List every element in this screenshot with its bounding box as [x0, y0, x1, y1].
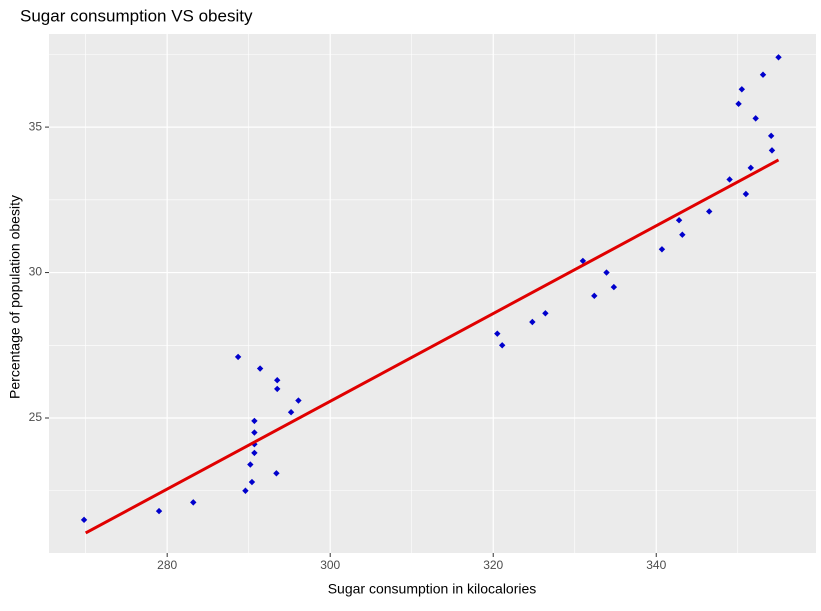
point: [251, 429, 258, 436]
point: [498, 342, 506, 349]
x-axis-label: Sugar consumption in kilocalories: [328, 581, 537, 597]
point: [274, 385, 281, 393]
point: [767, 132, 775, 140]
point: [295, 397, 302, 404]
point: [752, 115, 759, 122]
point: [603, 269, 610, 276]
y-tick-label: 30: [29, 265, 43, 279]
point: [251, 449, 258, 457]
point: [742, 190, 750, 198]
point: [248, 478, 256, 486]
point: [706, 208, 713, 215]
point: [80, 516, 88, 524]
point: [679, 231, 686, 238]
point: [234, 353, 242, 361]
point: [256, 365, 264, 372]
point: [738, 86, 746, 93]
point: [579, 257, 587, 265]
point: [726, 176, 733, 183]
point: [494, 330, 501, 337]
point: [768, 147, 776, 154]
point: [155, 507, 163, 515]
point: [273, 470, 280, 477]
panel: [49, 34, 816, 553]
point: [287, 408, 295, 416]
point: [542, 310, 549, 317]
x-tick-label: 280: [157, 558, 177, 572]
y-tick-label: 25: [29, 410, 43, 424]
y-tick-label: 35: [29, 119, 43, 133]
point: [610, 283, 618, 291]
x-tick-label: 340: [646, 558, 666, 572]
point: [529, 318, 536, 326]
point: [274, 376, 281, 384]
chart-title: Sugar consumption VS obesity: [20, 6, 253, 25]
point: [747, 164, 754, 172]
point: [251, 417, 258, 425]
point: [242, 487, 249, 494]
point: [735, 100, 742, 108]
x-tick-label: 320: [483, 558, 503, 572]
fit-line: [84, 158, 780, 535]
point: [775, 54, 782, 61]
point: [591, 292, 598, 300]
point: [658, 246, 666, 253]
point: [247, 461, 254, 468]
y-axis-label: Percentage of population obesity: [7, 195, 23, 399]
point: [190, 499, 197, 506]
point: [675, 216, 683, 224]
x-tick-label: 300: [320, 558, 340, 572]
point: [759, 71, 767, 78]
